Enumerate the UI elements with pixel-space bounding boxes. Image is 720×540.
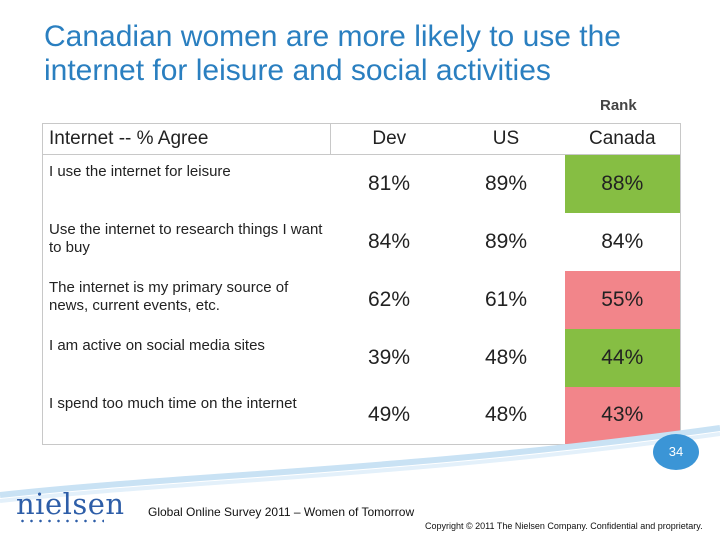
canada-value: 88%: [564, 154, 681, 213]
dev-value: 84%: [367, 229, 411, 253]
column-header-us: US: [447, 123, 565, 155]
rank-label: Rank: [600, 97, 637, 114]
us-value: 48%: [484, 345, 528, 369]
canada-value: 44%: [564, 328, 681, 387]
table-header-row: Internet -- % Agree Dev US Canada: [42, 123, 681, 155]
dev-value: 39%: [367, 345, 411, 369]
dev-value: 62%: [367, 287, 411, 311]
slide-title: Canadian women are more likely to use th…: [44, 20, 621, 87]
copyright-notice: Copyright © 2011 The Nielsen Company. Co…: [425, 521, 703, 531]
logo-dots-decoration: [18, 519, 104, 523]
row-label: I am active on social media sites: [42, 328, 331, 387]
table-row: Use the internet to research things I wa…: [42, 212, 681, 271]
nielsen-logo: nielsen: [16, 487, 125, 521]
row-label: Use the internet to research things I wa…: [42, 212, 331, 271]
row-header: Internet -- % Agree: [42, 123, 331, 155]
row-label: I spend too much time on the internet: [42, 386, 331, 445]
row-label: The internet is my primary source of new…: [42, 270, 331, 329]
table-row: The internet is my primary source of new…: [42, 270, 681, 329]
column-header-dev: Dev: [330, 123, 448, 155]
us-value: 89%: [484, 171, 528, 195]
canada-value: 55%: [564, 270, 681, 329]
source-note: Global Online Survey 2011 – Women of Tom…: [148, 505, 415, 519]
us-value: 48%: [447, 386, 565, 445]
survey-table: Internet -- % Agree Dev US Canada I use …: [42, 123, 681, 445]
footer-wave-decoration: [0, 425, 720, 540]
dev-value: 81%: [367, 171, 411, 195]
row-label: I use the internet for leisure: [42, 154, 331, 213]
us-value: 89%: [484, 229, 528, 253]
column-header-canada: Canada: [564, 123, 681, 155]
page-number-badge: 34: [653, 434, 699, 470]
dev-value: 49%: [330, 386, 448, 445]
table-row: I am active on social media sites 39% 48…: [42, 328, 681, 387]
canada-value: 84%: [564, 212, 681, 271]
table-row: I use the internet for leisure 81% 89% 8…: [42, 154, 681, 213]
us-value: 61%: [484, 287, 528, 311]
